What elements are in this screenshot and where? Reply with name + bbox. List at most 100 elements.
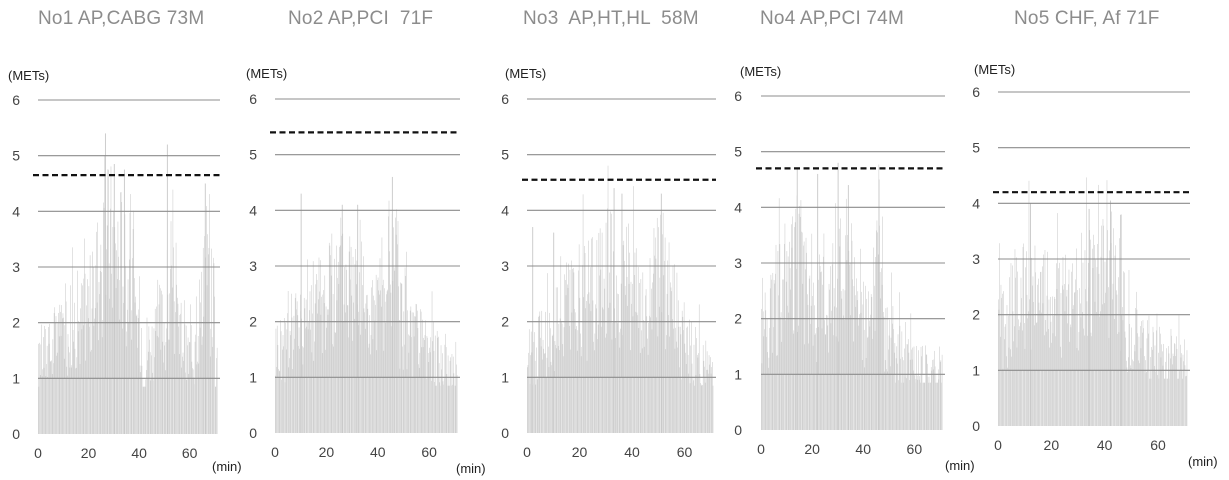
data-bar xyxy=(798,325,799,430)
data-bar xyxy=(1058,268,1059,426)
data-bar xyxy=(200,302,202,434)
data-bar xyxy=(538,315,540,433)
data-bar xyxy=(821,271,822,430)
data-bar xyxy=(1108,337,1110,426)
data-bar xyxy=(104,155,105,434)
x-tick-label: 60 xyxy=(182,445,198,461)
data-bar xyxy=(538,316,539,433)
data-bar xyxy=(365,303,367,433)
data-bar xyxy=(1128,270,1130,426)
data-bar xyxy=(547,273,548,433)
x-axis-label: (min) xyxy=(1188,454,1218,469)
data-bar xyxy=(883,312,884,430)
data-bar xyxy=(874,330,876,430)
data-bar xyxy=(661,312,663,433)
data-bar xyxy=(1019,326,1020,426)
data-bar xyxy=(363,308,365,433)
data-bar xyxy=(325,306,327,433)
data-bar xyxy=(618,332,620,433)
data-bar xyxy=(451,354,453,433)
data-bar xyxy=(193,377,195,434)
data-bar xyxy=(351,295,353,433)
data-bar xyxy=(142,386,144,434)
data-bar xyxy=(116,250,117,434)
data-bar xyxy=(662,212,664,433)
data-bar xyxy=(211,337,213,434)
data-bar xyxy=(1156,330,1157,426)
data-bar xyxy=(1076,348,1078,426)
data-bar xyxy=(207,234,208,434)
data-bar xyxy=(705,340,707,433)
data-bar xyxy=(822,284,823,430)
data-bar xyxy=(416,310,418,433)
x-tick-label: 60 xyxy=(677,444,693,460)
data-bar xyxy=(191,361,193,434)
data-bar xyxy=(1112,283,1114,426)
data-bar xyxy=(863,329,865,430)
data-bar xyxy=(1174,344,1176,426)
chart-panel-4: No4 AP,PCI 74M (METs) (min) 0 1 2 3 4 5 6 0 20 40… xyxy=(730,0,978,480)
data-bar xyxy=(797,331,799,430)
data-bar xyxy=(137,347,138,434)
data-bar xyxy=(280,320,281,433)
data-bar xyxy=(941,382,942,430)
data-bar xyxy=(668,242,670,433)
x-tick-label: 0 xyxy=(523,444,531,460)
data-bar xyxy=(1141,321,1142,426)
data-bar xyxy=(1132,359,1133,426)
data-bar xyxy=(1174,343,1175,426)
data-bar xyxy=(371,287,372,433)
y-tick-label: 3 xyxy=(249,258,257,274)
data-bar xyxy=(542,359,543,433)
data-bar xyxy=(44,329,46,434)
data-bar xyxy=(147,360,148,434)
y-tick-label: 3 xyxy=(501,258,509,274)
data-bar xyxy=(127,309,128,434)
data-bar xyxy=(815,333,816,430)
data-bar xyxy=(628,223,629,433)
data-bar xyxy=(903,360,905,430)
data-bar xyxy=(883,316,885,430)
data-bar xyxy=(411,312,413,433)
data-bar xyxy=(587,294,588,433)
data-bar xyxy=(632,283,633,433)
data-bar xyxy=(177,303,179,434)
data-bar xyxy=(647,354,649,433)
data-bar xyxy=(920,346,922,430)
x-axis-label: (min) xyxy=(945,458,975,473)
data-bar xyxy=(651,329,653,433)
data-bar xyxy=(1115,245,1116,426)
data-bar xyxy=(168,339,169,434)
data-bar xyxy=(803,241,805,430)
data-bar xyxy=(863,281,864,430)
data-bar xyxy=(72,247,73,434)
data-bar xyxy=(436,385,437,433)
y-tick-label: 4 xyxy=(734,199,742,215)
data-bar xyxy=(998,299,999,426)
data-bar xyxy=(1036,322,1038,426)
x-tick-label: 0 xyxy=(34,445,42,461)
data-bar xyxy=(82,325,84,434)
data-bar xyxy=(201,344,203,434)
data-bar xyxy=(605,222,607,433)
data-bar xyxy=(678,326,680,433)
data-bar xyxy=(1177,378,1178,426)
data-bar xyxy=(769,288,771,430)
data-bar xyxy=(882,216,883,430)
data-bar xyxy=(91,308,93,434)
data-bar xyxy=(864,367,866,430)
data-bar xyxy=(570,349,571,433)
data-bar xyxy=(922,382,924,430)
data-bar xyxy=(591,237,593,433)
data-bar xyxy=(43,337,44,434)
data-bar xyxy=(913,346,915,430)
data-bar xyxy=(574,308,575,433)
data-bar xyxy=(1129,323,1130,426)
data-bar xyxy=(328,242,330,433)
data-bar xyxy=(840,291,842,430)
data-bar xyxy=(998,309,1000,426)
data-bar xyxy=(39,375,41,434)
data-bar xyxy=(794,227,795,430)
data-bar xyxy=(110,166,112,434)
data-bar xyxy=(1048,329,1049,426)
